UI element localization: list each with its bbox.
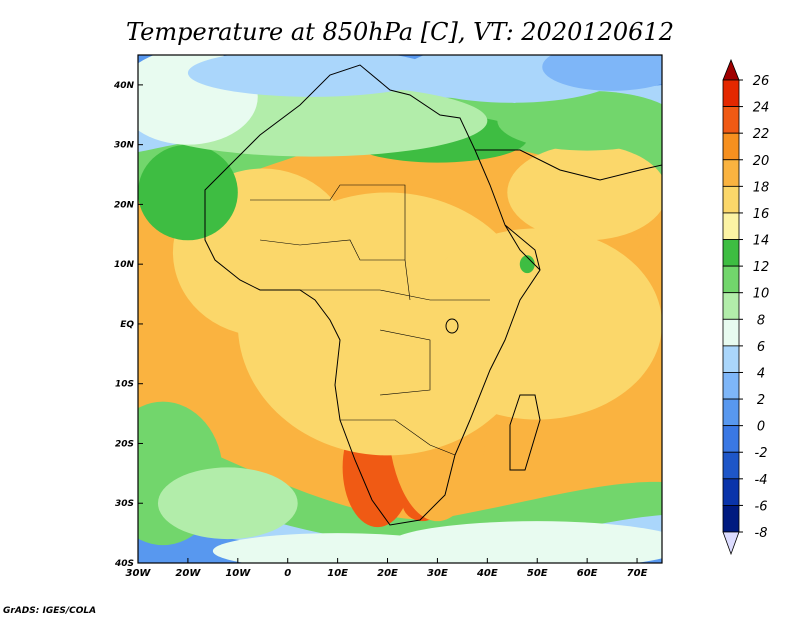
- y-tick-label: 20S: [115, 439, 134, 449]
- colorbar-label: 26: [753, 74, 770, 89]
- colorbar-swatch: [722, 478, 740, 506]
- colorbar-swatch: [722, 212, 740, 240]
- colorbar-label: 14: [753, 234, 770, 249]
- y-tick-label: 20N: [114, 200, 135, 210]
- x-tick-label: 30E: [427, 568, 448, 579]
- temperature-field: [138, 55, 662, 563]
- colorbar-swatch: [722, 292, 740, 320]
- x-tick-label: 70E: [627, 568, 648, 579]
- y-tick-label: 10S: [115, 380, 134, 390]
- colorbar-swatch: [722, 425, 740, 453]
- y-tick-label: 30S: [115, 499, 134, 509]
- temperature-patch: [507, 144, 662, 241]
- y-tick-label: 40N: [113, 81, 135, 91]
- africa-coastline: [204, 64, 541, 526]
- colorbar-swatch: [722, 159, 740, 187]
- colorbar-label: -6: [755, 499, 768, 514]
- x-tick-label: 20E: [377, 568, 398, 579]
- x-tick-label: 10W: [225, 568, 251, 579]
- colorbar-label: 4: [757, 366, 765, 381]
- x-tick-label: 10E: [327, 568, 348, 579]
- colorbar-swatch: [722, 345, 740, 373]
- temperature-patch: [412, 228, 662, 420]
- temperature-patch: [212, 533, 463, 563]
- colorbar-swatch: [722, 318, 740, 347]
- colorbar-swatch: [722, 265, 740, 294]
- y-tick-label: EQ: [120, 320, 134, 330]
- temperature-patch: [157, 467, 298, 540]
- colorbar-swatch: [722, 451, 740, 480]
- y-axis-ticks: 40N 30N 20N 10N EQ 10S 20S 30S 40S: [113, 81, 143, 569]
- colorbar-label: 10: [753, 287, 770, 302]
- figure-title: Temperature at 850hPa [C], VT: 202012061…: [126, 18, 674, 46]
- colorbar-label: 8: [757, 313, 765, 328]
- colorbar-min-triangle: [722, 531, 740, 556]
- x-tick-label: 40E: [476, 568, 498, 579]
- colorbar-label: 2: [757, 393, 765, 408]
- x-tick-label: 50E: [527, 568, 548, 579]
- grads-credit: GrADS: IGES/COLA: [3, 606, 96, 616]
- colorbar-swatch: [722, 132, 740, 161]
- x-tick-label: 20W: [175, 568, 201, 579]
- colorbar-label: 6: [757, 340, 765, 355]
- colorbar-label: -4: [755, 473, 768, 488]
- horn-coastline: [504, 224, 541, 271]
- lake-victoria: [445, 318, 459, 334]
- colorbar-label: -2: [755, 446, 768, 461]
- colorbar-max-triangle: [722, 58, 740, 81]
- y-tick-label: 30N: [114, 141, 135, 151]
- colorbar-label: 12: [753, 260, 770, 275]
- colorbar-label: 24: [753, 101, 770, 116]
- colorbar-label: 20: [753, 154, 770, 169]
- colorbar-swatch: [722, 372, 740, 400]
- temperature-patch: [138, 144, 238, 241]
- x-tick-label: 60E: [577, 568, 598, 579]
- colorbar-swatch: [722, 398, 740, 427]
- country-borders-south: [300, 259, 490, 456]
- temperature-patch: [542, 55, 662, 91]
- colorbar-label: 22: [753, 127, 770, 142]
- y-tick-label: 10N: [114, 260, 135, 270]
- temperature-patch: [519, 255, 535, 274]
- plot-frame: [137, 54, 663, 564]
- temperature-patch: [187, 55, 438, 97]
- colorbar-label: -8: [755, 526, 768, 541]
- madagascar-coastline: [509, 394, 541, 471]
- colorbar-swatch: [722, 185, 740, 214]
- colorbar-swatch: [722, 239, 740, 267]
- colorbar-swatch: [722, 106, 740, 134]
- colorbar-swatch: [722, 79, 740, 107]
- arabia-coastline: [475, 149, 662, 181]
- colorbar-label: 16: [753, 207, 770, 222]
- colorbar-label: 18: [753, 180, 770, 195]
- x-axis-ticks: 30W 20W 10W 0 10E 20E 30E 40E 50E 60E 70E: [126, 558, 648, 579]
- x-tick-label: 30W: [126, 568, 152, 579]
- map-plot-area: [138, 55, 662, 563]
- x-tick-label: 0: [284, 568, 291, 579]
- colorbar-label: 0: [757, 420, 765, 435]
- temperature-patch: [497, 90, 662, 151]
- colorbar-swatch: [722, 505, 740, 533]
- y-tick-label: 40S: [114, 559, 134, 569]
